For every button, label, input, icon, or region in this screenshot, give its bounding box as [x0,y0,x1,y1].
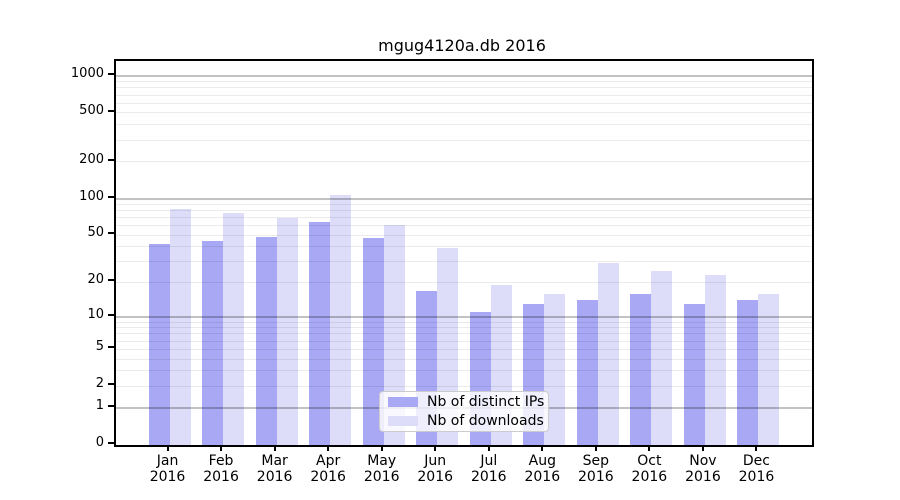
x-tick-label-feb: Feb 2016 [203,453,239,485]
bar-distinct-ips-nov [683,304,705,445]
x-tick-oct [648,445,651,451]
x-tick-feb [220,445,223,451]
gridline-minor-900 [116,81,812,83]
bar-distinct-ips-mar [255,237,277,445]
bar-downloads-nov [704,275,726,445]
y-tick-label-100: 100 [79,188,104,204]
gridline-minor-400 [116,124,812,126]
gridline-minor-70 [116,216,812,218]
bar-downloads-apr [330,195,352,445]
x-tick-label-jul: Jul 2016 [470,453,507,485]
legend-entry-distinct-ips: Nb of distinct IPs [388,394,544,410]
bar-downloads-jan [169,208,191,445]
legend-swatch-distinct-ips [388,397,418,407]
bar-downloads-dec [758,293,780,445]
y-tick-5 [108,346,114,349]
y-tick-label-5: 5 [95,339,104,355]
x-tick-label-may: May 2016 [363,453,400,485]
x-tick-jul [487,445,490,451]
legend-entry-downloads: Nb of downloads [388,413,544,429]
bar-downloads-may [383,224,405,445]
x-tick-mar [273,445,276,451]
x-tick-label-nov: Nov 2016 [685,453,721,485]
bar-downloads-sep [597,263,619,445]
y-tick-0 [108,442,114,444]
legend-label-distinct-ips: Nb of distinct IPs [427,394,545,410]
y-tick-label-500: 500 [79,102,104,118]
y-tick-label-50: 50 [87,225,104,240]
legend: Nb of distinct IPs Nb of downloads [379,391,549,432]
x-tick-sep [594,445,597,451]
y-tick-1000 [108,73,114,76]
bar-distinct-ips-dec [737,300,759,445]
bar-distinct-ips-apr [309,222,331,445]
bar-distinct-ips-feb [202,240,224,445]
y-tick-label-0: 0 [95,435,104,450]
y-tick-100 [108,195,114,198]
bar-downloads-feb [223,213,245,445]
y-tick-2 [108,383,114,386]
x-tick-aug [541,445,544,451]
y-tick-20 [108,279,114,282]
x-tick-label-mar: Mar 2016 [256,453,293,485]
gridline-minor-60 [116,224,812,226]
bar-distinct-ips-sep [576,300,598,445]
x-tick-label-jun: Jun 2016 [417,453,454,485]
y-tick-label-1000: 1000 [70,66,104,82]
gridline-major-100 [116,197,812,200]
x-tick-nov [701,445,704,451]
y-tick-label-10: 10 [87,306,104,322]
y-tick-label-200: 200 [79,151,104,167]
x-tick-label-dec: Dec 2016 [738,453,775,485]
gridline-minor-300 [116,139,812,141]
y-tick-200 [108,158,114,161]
y-tick-label-2: 2 [95,376,104,392]
y-tick-label-1: 1 [95,397,104,413]
y-tick-10 [108,313,114,316]
bar-downloads-oct [651,270,673,445]
gridline-minor-600 [116,102,812,104]
chart-title: mgug4120a.db 2016 [378,36,546,55]
x-tick-jan [166,445,169,451]
y-tick-500 [108,109,114,112]
gridline-minor-200 [116,161,812,163]
gridline-minor-800 [116,87,812,89]
x-tick-label-aug: Aug 2016 [524,453,561,485]
gridline-minor-90 [116,203,812,205]
legend-swatch-downloads [388,416,418,426]
y-tick-50 [108,232,114,234]
x-tick-label-sep: Sep 2016 [578,453,614,485]
plot-area [114,59,814,447]
bar-downloads-mar [276,218,298,445]
gridline-minor-700 [116,94,812,96]
gridline-minor-50 [116,234,812,236]
x-tick-apr [327,445,330,451]
x-tick-label-apr: Apr 2016 [310,453,346,485]
y-tick-1 [108,404,114,407]
y-tick-label-20: 20 [87,272,104,288]
gridline-major-1000 [116,75,812,78]
x-tick-jun [434,445,437,451]
x-tick-label-oct: Oct 2016 [631,453,668,485]
bar-distinct-ips-oct [630,293,652,445]
x-tick-label-jan: Jan 2016 [149,453,186,485]
bar-distinct-ips-jan [148,244,170,445]
x-tick-dec [755,445,758,451]
legend-label-downloads: Nb of downloads [427,413,544,429]
gridline-minor-500 [116,112,812,114]
bar-distinct-ips-may [362,238,384,445]
x-tick-may [380,445,383,451]
gridline-minor-80 [116,209,812,211]
bar-downloads-aug [544,293,566,445]
